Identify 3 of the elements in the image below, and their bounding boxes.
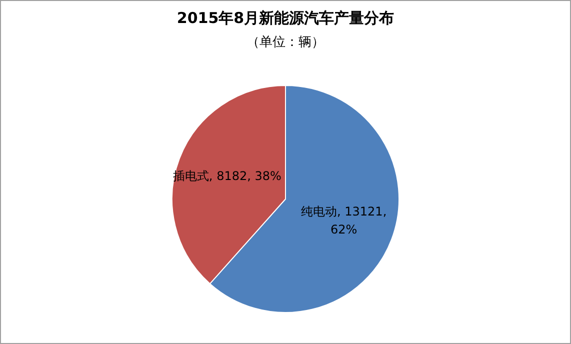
chart-subtitle: （单位：辆）: [246, 34, 326, 51]
chart-title: 2015年8月新能源汽车产量分布: [176, 9, 396, 28]
slice-label: 纯电动, 13121, 62%: [301, 204, 387, 236]
